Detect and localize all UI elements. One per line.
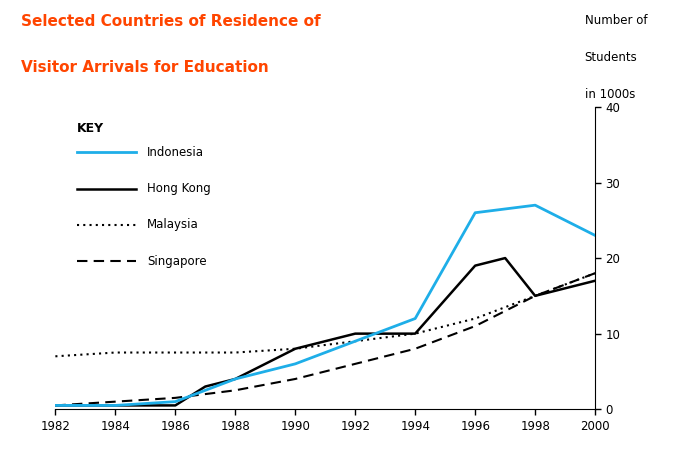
- Text: KEY: KEY: [77, 122, 104, 135]
- Text: Visitor Arrivals for Education: Visitor Arrivals for Education: [21, 60, 268, 75]
- Text: Singapore: Singapore: [147, 255, 207, 267]
- Text: Malaysia: Malaysia: [147, 219, 199, 231]
- Text: Selected Countries of Residence of: Selected Countries of Residence of: [21, 14, 320, 29]
- Text: Number of: Number of: [585, 14, 647, 27]
- Text: Students: Students: [585, 51, 637, 64]
- Text: Hong Kong: Hong Kong: [147, 182, 211, 195]
- Text: Indonesia: Indonesia: [147, 146, 204, 159]
- Text: in 1000s: in 1000s: [585, 88, 635, 101]
